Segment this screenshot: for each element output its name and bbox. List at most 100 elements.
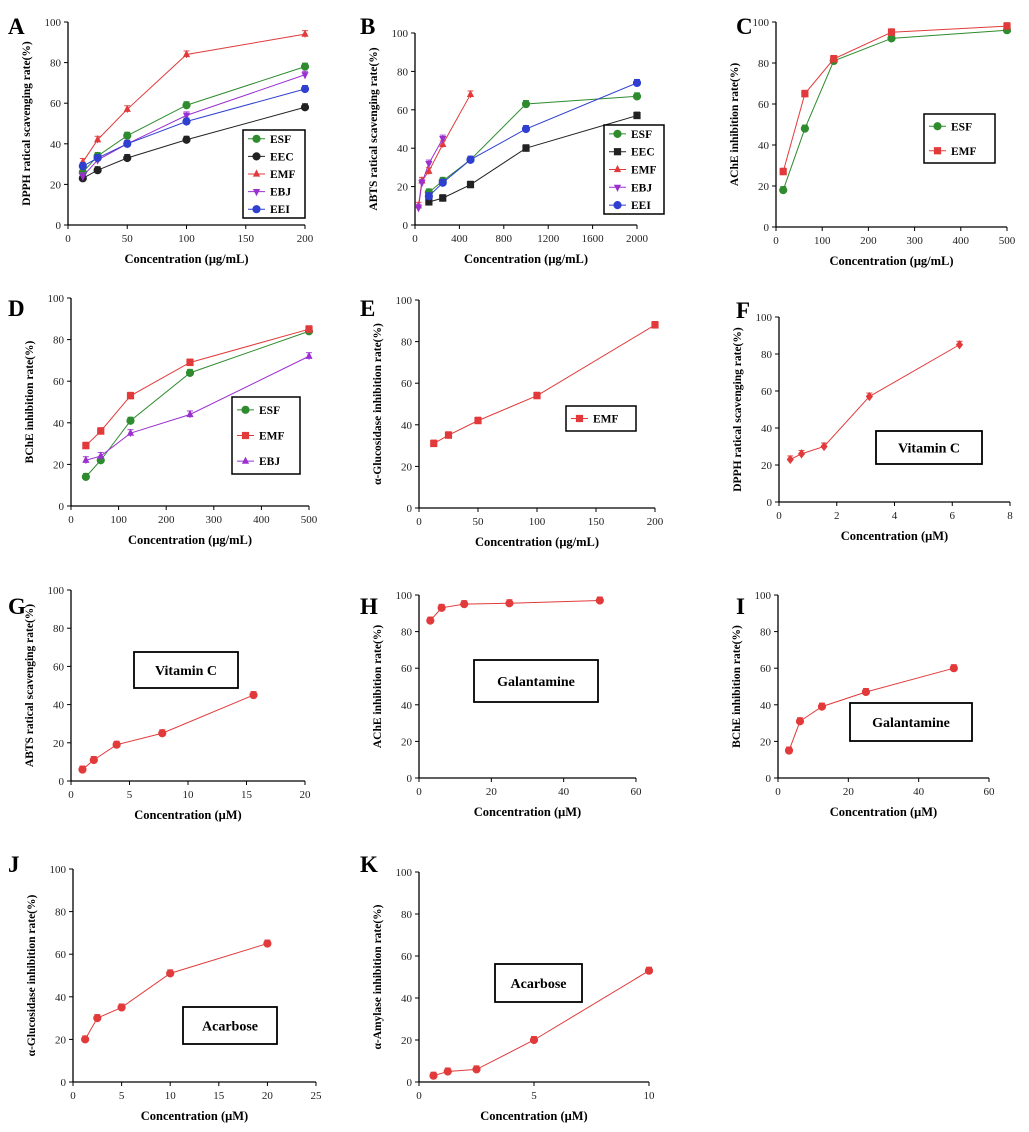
panel-j: J 0 5 10 15 20 25 0 20 40 60 80 100 Concentration (μM… [8,852,322,1123]
panel-label: G [8,594,26,619]
panel-label: J [8,852,20,877]
panel-h: H 0 20 40 60 0 20 40 60 80 100 Concentration (μM) AC… [360,590,642,819]
data-point [817,702,827,711]
series-vitamin-c [78,690,258,774]
y-tick-label: 40 [760,700,772,712]
y-tick-label: 20 [55,1034,67,1046]
y-tick-label: 100 [756,312,773,324]
data-point [439,194,447,202]
data-point [182,49,191,58]
x-tick-label: 0 [776,510,782,522]
legend-swatch-marker [252,169,261,177]
legend: EMF [565,405,637,432]
data-point [185,368,195,377]
data-point [632,92,642,101]
legend-swatch-marker [575,414,584,423]
x-tick-label: 400 [253,514,270,526]
panel-label: C [736,14,753,39]
x-axis-label: Concentration (μg/mL) [464,252,588,266]
legend-swatch-marker [933,147,942,155]
x-tick-label: 500 [999,235,1016,247]
y-tick-label: 100 [753,17,770,29]
data-point [93,166,102,175]
data-point [158,729,167,738]
legend-swatch-marker [613,164,622,173]
x-tick-label: 2000 [626,233,649,245]
y-tick-label: 80 [401,909,413,921]
legend-swatch-marker [252,134,261,143]
y-tick-label: 0 [59,776,65,788]
y-tick-label: 20 [758,181,770,193]
legend-entry-label: ESF [631,129,652,141]
legend: ESF EEC EMF EBJ EEI [603,124,665,215]
data-point [466,181,475,189]
data-point [529,1035,539,1045]
y-tick-label: 100 [396,295,413,307]
x-tick-label: 0 [65,233,71,245]
data-point [425,166,433,174]
x-axis-label: Concentration (μM) [480,1109,587,1123]
data-point [182,112,191,120]
data-point [81,472,90,481]
legend: ESF EEC EMF EBJ EEI [242,129,306,219]
legend-entry-label: EMF [270,169,296,181]
data-point [955,340,964,350]
legend-swatch-marker [252,189,261,197]
panel-g: G 0 5 10 15 20 0 20 40 60 80 100 Concentration (μM) A… [8,585,311,822]
data-point [126,416,135,425]
legend-swatch-marker [613,129,622,138]
panel-a: A 0 50 100 150 200 0 20 40 60 80 100 Concentration (… [8,14,314,266]
y-axis-label: ABTS ratical scavenging rate(%) [368,47,380,210]
data-point [430,439,438,448]
data-point [81,1035,90,1044]
x-tick-label: 8 [1007,510,1013,522]
x-tick-label: 10 [165,1090,177,1102]
legend-swatch-marker [613,184,622,192]
x-tick-label: 150 [588,516,605,528]
x-tick-label: 400 [451,233,468,245]
y-tick-label: 40 [397,143,409,155]
y-tick-label: 60 [761,386,773,398]
data-point [186,358,194,367]
series-galantamine [426,596,604,625]
x-tick-label: 200 [158,514,175,526]
panel-e: E 0 50 100 150 200 0 20 40 60 80 100 Concentration (… [360,295,664,549]
y-tick-label: 0 [56,220,62,232]
data-point [795,717,805,726]
data-point [305,351,313,359]
data-point [300,103,310,112]
data-point [418,180,426,188]
data-point [830,55,838,63]
y-tick-label: 20 [761,460,773,472]
x-tick-label: 0 [416,1090,422,1102]
y-tick-label: 20 [50,179,62,191]
x-tick-label: 50 [473,516,485,528]
data-point [472,1065,481,1074]
data-point [426,616,435,625]
x-tick-label: 0 [412,233,418,245]
legend-entry-label: EEC [631,147,655,159]
x-tick-label: 25 [311,1090,323,1102]
standard-label-box: Acarbose [182,1006,278,1045]
legend-box [603,124,665,215]
x-tick-label: 0 [68,514,74,526]
data-point [474,417,482,425]
x-axis-label: Concentration (μM) [830,805,937,819]
legend-entry-label: EEI [631,200,651,212]
y-tick-label: 40 [761,423,773,435]
data-point [439,136,447,144]
y-axis-label: α-Amylase inhibition rate(%) [372,904,384,1049]
data-point [123,139,132,148]
data-point [466,155,475,164]
x-tick-label: 0 [773,235,779,247]
x-tick-label: 4 [892,510,898,522]
y-tick-label: 60 [55,949,67,961]
data-point [439,139,447,147]
legend-swatch-marker [241,456,250,464]
y-tick-label: 20 [401,1035,413,1047]
data-point [522,144,530,152]
data-point [97,451,105,459]
y-tick-label: 20 [401,461,413,473]
panel-label: K [360,852,378,877]
